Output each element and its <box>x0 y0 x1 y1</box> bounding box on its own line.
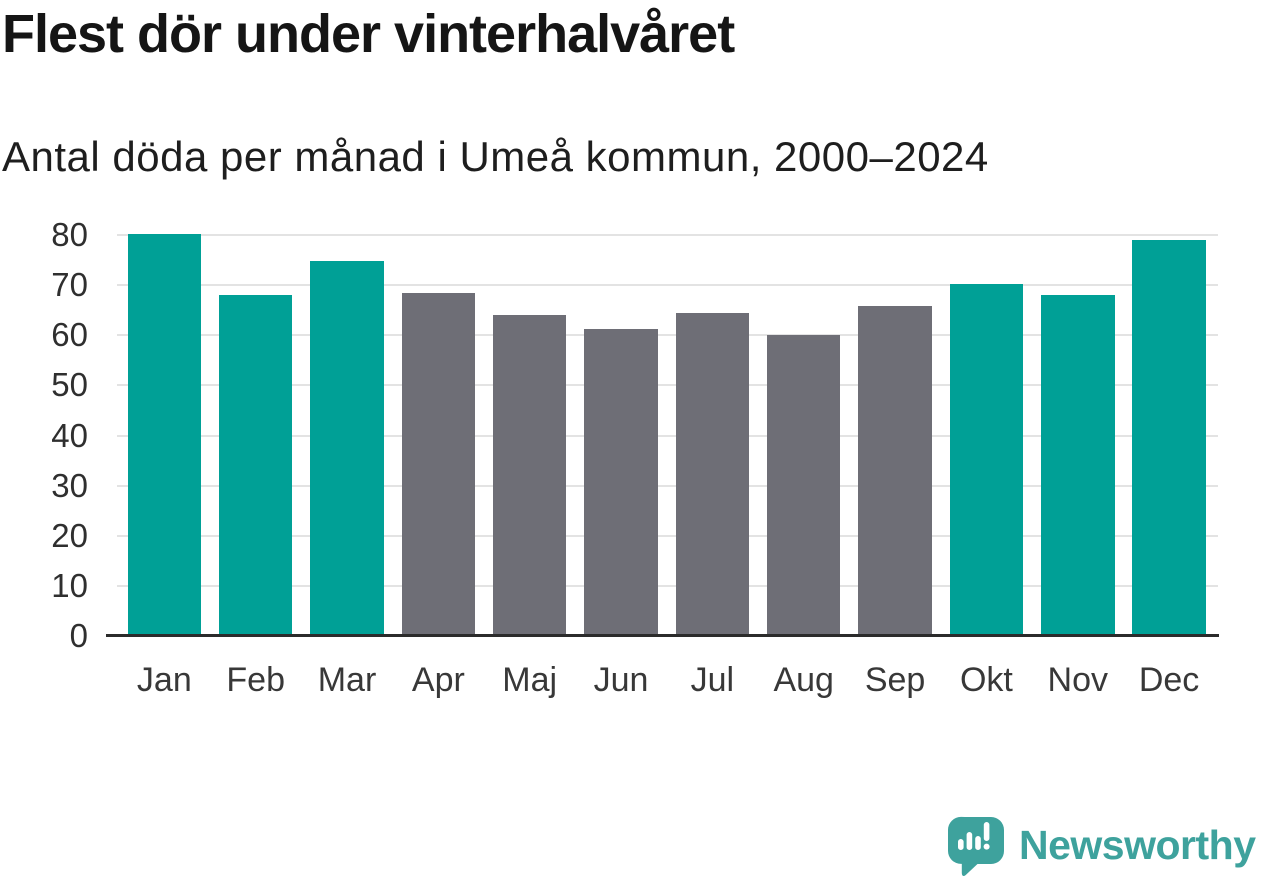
y-tick-label-60: 60 <box>51 316 88 354</box>
bar-aug <box>766 334 841 636</box>
y-tick-label-70: 70 <box>51 266 88 304</box>
x-tick-label-mar: Mar <box>317 661 377 699</box>
gridline-60 <box>117 334 1218 337</box>
x-tick-label-dec: Dec <box>1138 661 1200 699</box>
gridline-70 <box>117 284 1218 287</box>
bar-nov <box>1041 294 1115 636</box>
x-tick-label-feb: Feb <box>226 661 285 699</box>
bar-maj <box>492 314 567 636</box>
gridline-10 <box>117 584 1218 587</box>
bar-mar <box>310 261 384 636</box>
bar-jun <box>584 329 658 636</box>
x-tick-label-jul: Jul <box>690 661 735 699</box>
x-tick-label-sep: Sep <box>864 661 926 699</box>
bar-feb <box>218 295 293 636</box>
bar-jan <box>127 234 202 636</box>
x-tick-label-okt: Okt <box>959 661 1013 699</box>
brand-name: Newsworthy <box>1019 822 1256 868</box>
newsworthy-speech-bubble-barchart-icon <box>948 816 1004 876</box>
gridline-20 <box>117 534 1218 537</box>
x-tick-label-apr: Apr <box>411 661 465 699</box>
y-tick-label-0: 0 <box>69 617 88 654</box>
gridline-80 <box>117 234 1218 236</box>
bar-sep <box>858 306 932 636</box>
chart-title: Flest dör under vinterhalvåret <box>2 4 735 64</box>
gridline-40 <box>117 434 1218 437</box>
y-tick-label-40: 40 <box>51 416 88 454</box>
y-tick-label-80: 80 <box>51 216 88 253</box>
x-tick-label-jan: Jan <box>136 661 192 699</box>
gridline-50 <box>117 384 1218 387</box>
bar-okt <box>949 283 1024 636</box>
x-tick-label-jun: Jun <box>593 661 649 699</box>
y-tick-label-50: 50 <box>51 366 88 404</box>
x-tick-label-nov: Nov <box>1047 661 1108 699</box>
newsworthy-logo: Newsworthy <box>947 815 1256 876</box>
x-tick-label-maj: Maj <box>502 661 558 699</box>
gridline-30 <box>117 484 1218 487</box>
y-tick-label-10: 10 <box>51 566 88 604</box>
bar-dec <box>1132 239 1206 636</box>
x-axis-line <box>106 634 1219 637</box>
bar-apr <box>401 292 476 636</box>
x-tick-label-aug: Aug <box>773 661 834 699</box>
y-tick-label-20: 20 <box>51 516 88 554</box>
y-tick-label-30: 30 <box>51 466 88 504</box>
chart-subtitle: Antal döda per månad i Umeå kommun, 2000… <box>2 133 989 180</box>
bar-jul <box>675 312 750 636</box>
